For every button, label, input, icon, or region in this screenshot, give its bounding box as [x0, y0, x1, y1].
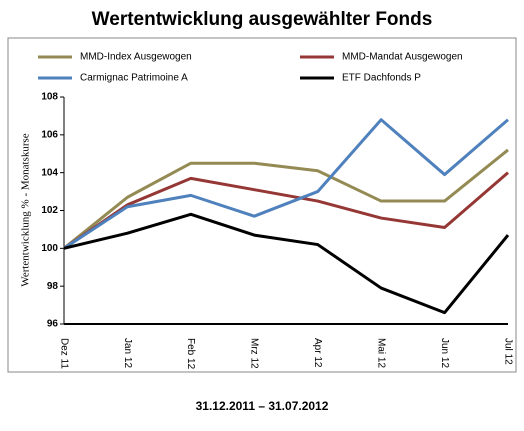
y-tick-label: 102	[41, 205, 58, 216]
subtitle: 31.12.2011 – 31.07.2012	[196, 399, 329, 413]
y-tick-label: 100	[41, 243, 58, 254]
x-tick-label: Mai 12	[376, 338, 387, 368]
y-tick-label: 108	[41, 92, 58, 103]
x-tick-label: Jun 12	[439, 338, 450, 368]
x-tick-label: Apr 12	[312, 338, 323, 368]
series-line	[63, 212, 510, 315]
legend-label: ETF Dachfonds P	[342, 73, 421, 84]
chart-title: Wertentwicklung ausgewählter Fonds	[92, 9, 433, 30]
x-tick-label: Feb 12	[185, 338, 196, 370]
x-tick-label: Jan 12	[122, 338, 133, 368]
x-tick-label: Dez 11	[58, 338, 69, 369]
y-tick-label: 96	[47, 319, 59, 330]
legend-label: MMD-Mandat Ausgewogen	[342, 52, 463, 63]
legend-label: Carmignac Patrimoine A	[80, 73, 188, 84]
chart-frame	[7, 37, 517, 373]
y-tick-label: 98	[47, 281, 59, 292]
y-tick-label: 106	[41, 129, 58, 140]
legend-label: MMD-Index Ausgewogen	[80, 52, 192, 63]
series-line	[63, 171, 509, 250]
x-tick-label: Jul 12	[502, 338, 513, 365]
series-line	[63, 118, 509, 250]
series-line	[63, 148, 509, 250]
y-axis-label: Wertentwicklung % - Monatskurse	[20, 133, 32, 287]
x-tick-label: Mrz 12	[249, 338, 260, 369]
y-tick-label: 104	[41, 167, 58, 178]
